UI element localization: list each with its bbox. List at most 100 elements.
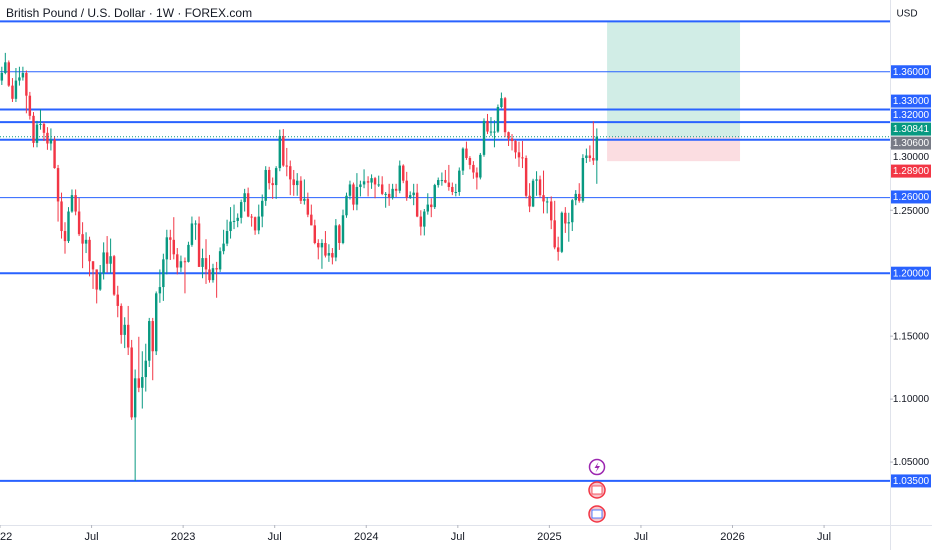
candle-body	[560, 212, 564, 252]
event-icon-glyph	[594, 462, 600, 473]
candle-body	[370, 178, 373, 183]
candle-body	[320, 242, 324, 248]
candle-body	[355, 186, 359, 205]
candle-body	[208, 269, 211, 281]
candle-body	[267, 169, 271, 184]
currency: USD	[896, 9, 917, 20]
candle-body	[366, 181, 370, 183]
candle-body	[67, 211, 70, 242]
candle-body	[211, 268, 215, 281]
x-tick-label: 2026	[720, 531, 744, 543]
candle-body	[334, 225, 338, 258]
candle-body	[91, 261, 95, 270]
candle-body	[112, 256, 116, 295]
candle-body	[282, 135, 285, 166]
candle-body	[88, 239, 91, 262]
x-tick-label: Jul	[85, 531, 99, 543]
level-label: 1.36000	[893, 67, 930, 78]
candle-body	[564, 212, 567, 224]
candle-body	[141, 377, 144, 388]
candle-body	[412, 192, 415, 196]
candle-body	[574, 193, 577, 201]
stop-label: 1.28900	[893, 166, 930, 177]
candle-body	[25, 73, 28, 96]
candle-body	[77, 211, 81, 235]
level-label-box	[891, 136, 931, 150]
candle-body	[95, 269, 98, 290]
candle-body	[285, 165, 288, 167]
candle-body	[46, 132, 49, 144]
candle-body	[39, 124, 42, 126]
candle-body	[588, 155, 592, 159]
candle-body	[292, 179, 295, 186]
candle-body	[345, 195, 348, 216]
candle-body	[154, 293, 158, 352]
candle-body	[426, 204, 430, 212]
x-tick-label: Jul	[817, 531, 831, 543]
level-label-box	[891, 474, 931, 488]
candle-body	[197, 223, 201, 267]
candle-body	[250, 216, 253, 218]
candle-body	[63, 231, 67, 242]
plot-area	[0, 20, 890, 482]
candle-body	[70, 195, 74, 212]
candle-body	[398, 165, 401, 191]
candle-body	[387, 193, 391, 198]
last-price-label-box	[891, 122, 931, 136]
y-tick-label: 1.25000	[893, 206, 930, 217]
candle-body	[517, 152, 521, 158]
candle-body	[133, 378, 137, 418]
candle-body	[204, 258, 208, 270]
candle-body	[324, 242, 327, 256]
candle-body	[18, 77, 21, 81]
candle-body	[239, 202, 243, 218]
candle-body	[218, 251, 222, 270]
candle-body	[510, 138, 514, 142]
candle-body	[257, 216, 260, 231]
candle-body	[595, 136, 599, 161]
candle-body	[151, 321, 154, 352]
candle-body	[126, 324, 130, 348]
candle-body	[549, 201, 553, 221]
candle-body	[53, 139, 56, 169]
candle-body	[295, 180, 299, 186]
candle-body	[482, 120, 486, 155]
candle-body	[42, 124, 46, 133]
candle-body	[187, 244, 190, 262]
candle-body	[74, 195, 77, 212]
x-tick-label: 2024	[354, 531, 378, 543]
candle-body	[303, 198, 306, 201]
candle-body	[538, 179, 542, 196]
stop-label-box	[891, 164, 931, 178]
candle-body	[225, 231, 229, 244]
level-label-box	[891, 190, 931, 204]
candle-body	[4, 62, 7, 74]
candle-body	[489, 131, 493, 133]
x-tick-label: Jul	[451, 531, 465, 543]
candle-body	[264, 169, 267, 201]
candle-body	[158, 287, 162, 294]
candle-body	[503, 98, 507, 133]
candle-body	[28, 95, 32, 116]
candle-body	[261, 200, 264, 217]
y-tick-label: 1.10000	[893, 394, 930, 405]
candle-body	[430, 204, 433, 208]
candle-body	[454, 191, 458, 193]
candle-body	[514, 141, 517, 153]
candle-body	[109, 256, 112, 264]
candle-body	[472, 164, 475, 173]
candle-body	[391, 188, 394, 198]
candle-body	[274, 168, 278, 186]
candle-body	[130, 347, 133, 418]
candle-body	[299, 180, 303, 201]
candle-body	[486, 120, 489, 132]
candle-body	[0, 73, 4, 81]
candle-body	[215, 268, 218, 270]
candle-body	[451, 186, 454, 192]
candle-body	[317, 242, 320, 248]
level-label: 1.33000	[893, 96, 930, 107]
x-tick-label: Jul	[268, 531, 282, 543]
candle-body	[578, 193, 581, 201]
